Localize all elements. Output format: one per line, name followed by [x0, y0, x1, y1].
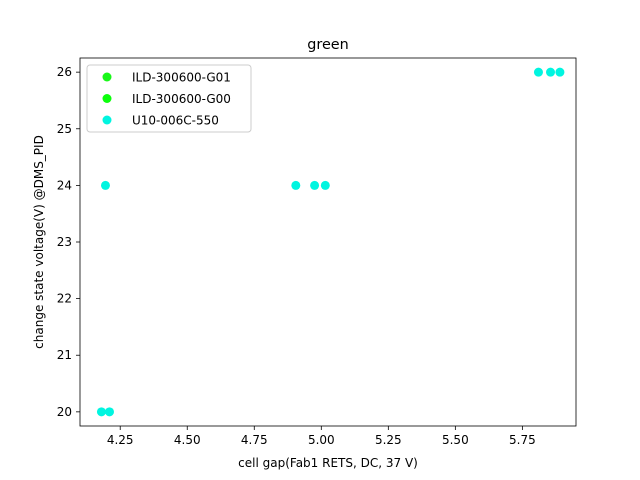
y-tick-label: 24	[57, 178, 72, 192]
legend-marker	[102, 94, 112, 103]
chart-title: green	[307, 37, 349, 53]
x-tick-label: 5.00	[308, 433, 335, 447]
x-axis-label: cell gap(Fab1 RETS, DC, 37 V)	[238, 456, 418, 470]
x-tick-label: 5.25	[375, 433, 402, 447]
y-tick-label: 21	[57, 348, 72, 362]
x-tick-label: 4.75	[241, 433, 268, 447]
data-point	[100, 180, 110, 190]
data-point	[310, 180, 320, 190]
legend-label: U10-006C-550	[132, 114, 219, 128]
data-point	[533, 67, 543, 77]
y-tick-label: 25	[57, 122, 72, 136]
legend-label: ILD-300600-G01	[132, 71, 231, 85]
y-tick-label: 26	[57, 65, 72, 79]
legend: ILD-300600-G01 ILD-300600-G00 U10-006C-550	[86, 64, 252, 133]
legend-marker	[102, 72, 112, 82]
axes-frame	[79, 57, 577, 427]
data-point	[555, 67, 565, 77]
y-axis-label: change state voltage(V) @DMS_PID	[32, 135, 46, 349]
plot-area: 4.25 4.50 4.75 5.00 5.25 5.50 5.75 20 21 22 23 24 25…	[57, 57, 577, 447]
x-tick-label: 5.50	[442, 433, 469, 447]
legend-label: ILD-300600-G00	[132, 92, 231, 106]
data-point	[104, 407, 114, 417]
x-tick-label: 4.25	[107, 433, 134, 447]
data-point	[291, 180, 301, 190]
data-point	[96, 407, 106, 417]
y-tick-label: 23	[57, 235, 72, 249]
x-tick-label: 5.75	[509, 433, 536, 447]
legend-marker	[102, 115, 112, 125]
data-point	[320, 180, 330, 190]
x-tick-label: 4.50	[174, 433, 201, 447]
data-point	[546, 67, 556, 77]
y-tick-label: 22	[57, 292, 72, 306]
y-tick-label: 20	[57, 405, 72, 419]
legend-frame	[86, 64, 252, 133]
